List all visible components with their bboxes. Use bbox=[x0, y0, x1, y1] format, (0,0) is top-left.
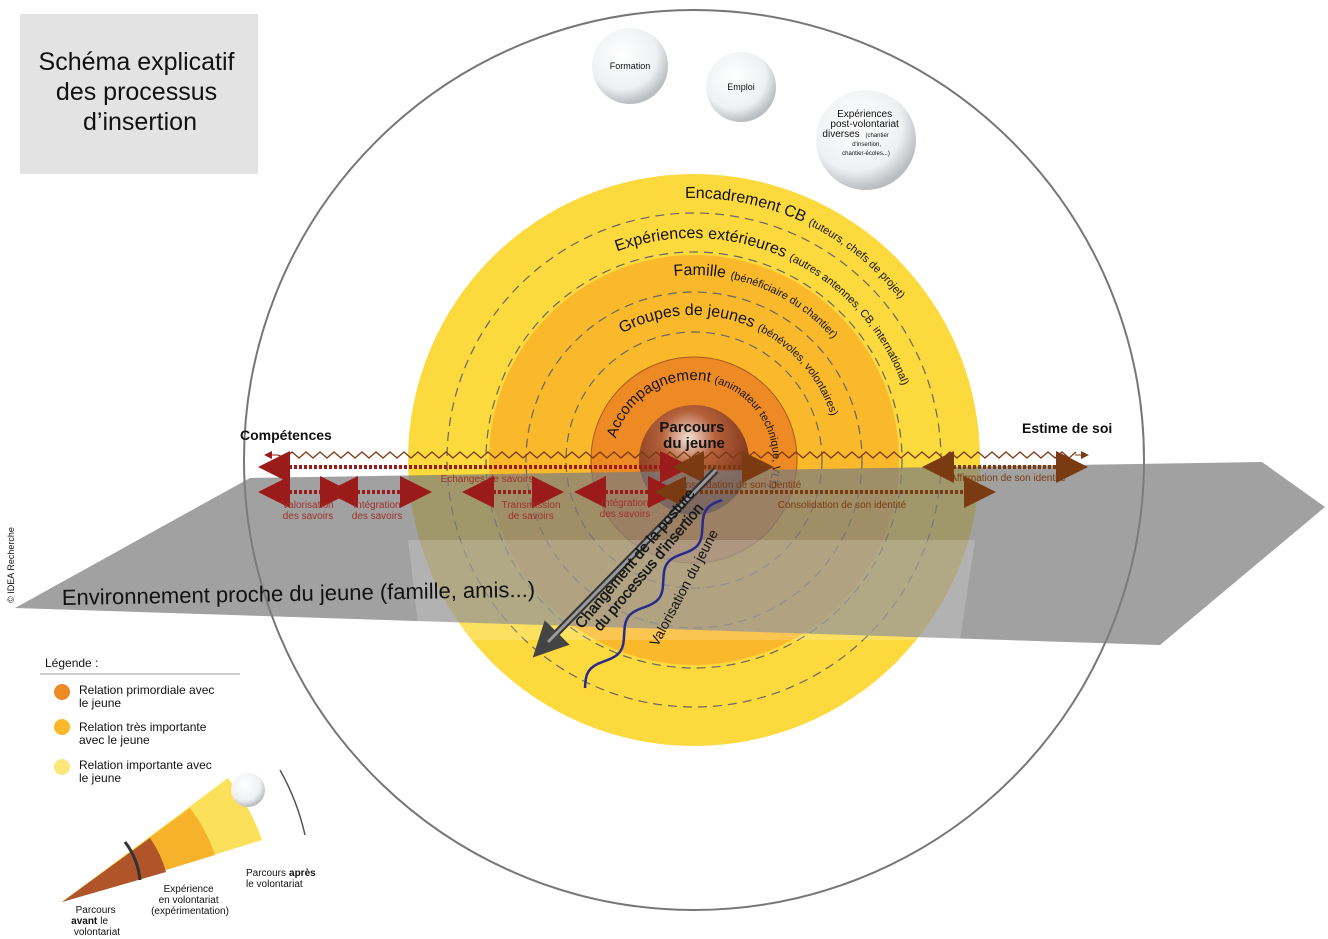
phase-before: Parcours avant le volontariat bbox=[71, 905, 120, 938]
text-part: Relation importante avec bbox=[79, 758, 212, 772]
legend-item: Relation importante avec le jeune bbox=[79, 758, 212, 785]
text-part: Relation primordiale avec bbox=[79, 683, 214, 697]
text-part: avec le jeune bbox=[79, 733, 150, 747]
text-part: Expérience bbox=[164, 884, 214, 895]
bubble bbox=[592, 28, 668, 104]
text-part: (chantier bbox=[865, 133, 888, 139]
text-part: Famille bbox=[673, 262, 727, 282]
text-part: du jeune bbox=[663, 435, 725, 452]
text-part: des savoirs bbox=[600, 509, 651, 520]
outer-circle bbox=[243, 9, 1145, 911]
text-part: (expérimentation) bbox=[151, 906, 229, 917]
text-part: le bbox=[100, 916, 108, 927]
text-part: d'insertion, bbox=[852, 142, 881, 148]
arrow-label: Consolidation de son identité bbox=[778, 500, 907, 511]
text-part: le jeune bbox=[79, 696, 121, 710]
phase-after: Parcours après le volontariat bbox=[246, 868, 318, 890]
fan-arc bbox=[279, 769, 306, 836]
bubble-label: Emploi bbox=[727, 82, 755, 92]
text-part: Relation très importante bbox=[79, 720, 207, 734]
fan-bubble bbox=[231, 773, 265, 807]
legend-swatch bbox=[54, 759, 70, 775]
text-part: le jeune bbox=[79, 771, 121, 785]
phase-during: Expérience en volontariat (expérimentati… bbox=[151, 884, 229, 917]
text-part: Transmission bbox=[501, 500, 560, 511]
legend-swatch bbox=[54, 684, 70, 700]
title-box bbox=[20, 14, 258, 174]
text-part: le volontariat bbox=[246, 879, 303, 890]
legend-swatch bbox=[54, 719, 70, 735]
axis-right: Estime de soi bbox=[1022, 420, 1112, 436]
text-part: Intégration bbox=[353, 500, 400, 511]
bubble-label: Expériences post-volontariat diverses (c… bbox=[822, 109, 901, 157]
legend-item: Relation primordiale avec le jeune bbox=[79, 683, 214, 710]
axis-left: Compétences bbox=[240, 427, 332, 443]
text-part: diverses bbox=[822, 129, 859, 140]
arrow-label: Intégration des savoirs bbox=[352, 500, 403, 522]
text-part: d’insertion bbox=[83, 108, 197, 136]
posture-arrow-inner bbox=[546, 468, 718, 644]
arrow-label: Transmission de savoirs bbox=[501, 500, 560, 522]
center-label: Parcours du jeune bbox=[659, 419, 728, 452]
text-part: des savoirs bbox=[283, 511, 334, 522]
text-part: Parcours bbox=[246, 868, 286, 879]
text-part: de savoirs bbox=[508, 511, 554, 522]
text-part: après bbox=[289, 868, 316, 879]
legend-title: Légende : bbox=[45, 656, 98, 670]
text-part: Intégration bbox=[601, 498, 648, 509]
text-part: des savoirs bbox=[352, 511, 403, 522]
text-part: avant bbox=[71, 916, 98, 927]
text-part: post-volontariat bbox=[830, 119, 899, 130]
bubble-label: Formation bbox=[610, 61, 651, 71]
text-part: volontariat bbox=[74, 927, 120, 938]
text-part: Parcours bbox=[659, 419, 724, 436]
credit: © IDEA Recherche bbox=[6, 527, 16, 603]
fan-arc bbox=[123, 841, 142, 881]
text-part: des processus bbox=[56, 78, 217, 106]
text-part: en volontariat bbox=[159, 895, 219, 906]
fan-inner bbox=[62, 838, 166, 902]
text-part: Valorisation bbox=[282, 500, 334, 511]
legend-item: Relation très importante avec le jeune bbox=[79, 720, 207, 747]
bubble bbox=[816, 90, 916, 190]
arrow-label: Valorisation des savoirs bbox=[282, 500, 334, 522]
text-part: Schéma explicatif bbox=[39, 48, 235, 76]
valorisation-wave bbox=[583, 498, 723, 689]
text-part: Expériences bbox=[837, 109, 892, 120]
plane-sheen bbox=[408, 540, 975, 640]
arrow-label: Echanges de savoirs bbox=[441, 474, 534, 485]
arrow-label: Affirmation de son identité bbox=[950, 473, 1066, 484]
title: Schéma explicatif des processus d’insert… bbox=[39, 48, 242, 136]
arrow-label: Intégration des savoirs bbox=[600, 498, 651, 520]
text-part: Parcours bbox=[76, 905, 116, 916]
bubble bbox=[706, 52, 776, 122]
text-part: chantier-écoles...) bbox=[842, 151, 890, 157]
